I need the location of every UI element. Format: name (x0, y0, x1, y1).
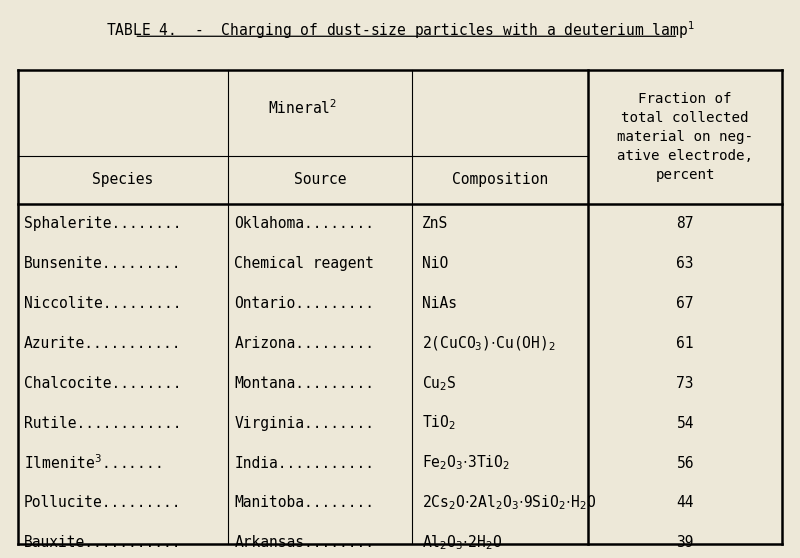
Text: Species: Species (92, 172, 154, 187)
Text: Oklahoma........: Oklahoma........ (234, 216, 374, 231)
Text: 67: 67 (677, 296, 694, 311)
Text: 39: 39 (677, 535, 694, 550)
Text: Source: Source (294, 172, 346, 187)
Text: Fe$_2$O$_3$$\cdot$3TiO$_2$: Fe$_2$O$_3$$\cdot$3TiO$_2$ (422, 454, 510, 473)
Text: TiO$_2$: TiO$_2$ (422, 413, 455, 432)
Text: TABLE 4.  -  Charging of dust-size particles with a deuterium lamp$^{1}$: TABLE 4. - Charging of dust-size particl… (106, 20, 694, 41)
Text: 63: 63 (677, 256, 694, 271)
Text: Mineral$^{2}$: Mineral$^{2}$ (268, 98, 338, 117)
Text: India...........: India........... (234, 455, 374, 470)
Text: Bauxite...........: Bauxite........... (24, 535, 182, 550)
Text: Manitoba........: Manitoba........ (234, 496, 374, 511)
Text: Cu$_2$S: Cu$_2$S (422, 374, 456, 393)
Text: Bunsenite.........: Bunsenite......... (24, 256, 182, 271)
Text: 2(CuCO$_3$)$\cdot$Cu(OH)$_2$: 2(CuCO$_3$)$\cdot$Cu(OH)$_2$ (422, 334, 555, 353)
Text: NiO: NiO (422, 256, 448, 271)
Text: Rutile............: Rutile............ (24, 416, 182, 431)
Text: 87: 87 (677, 216, 694, 231)
Text: Montana.........: Montana......... (234, 376, 374, 391)
Text: 61: 61 (677, 336, 694, 351)
Text: Niccolite.........: Niccolite......... (24, 296, 182, 311)
Text: 56: 56 (677, 455, 694, 470)
Text: Sphalerite........: Sphalerite........ (24, 216, 182, 231)
Text: Chemical reagent: Chemical reagent (234, 256, 374, 271)
Text: 44: 44 (677, 496, 694, 511)
Text: Ontario.........: Ontario......... (234, 296, 374, 311)
Text: NiAs: NiAs (422, 296, 457, 311)
Text: Fraction of
total collected
material on neg-
ative electrode,
percent: Fraction of total collected material on … (618, 92, 754, 181)
Text: Azurite...........: Azurite........... (24, 336, 182, 351)
Text: ZnS: ZnS (422, 216, 448, 231)
Text: Composition: Composition (452, 172, 548, 187)
Text: Pollucite.........: Pollucite......... (24, 496, 182, 511)
Text: 73: 73 (677, 376, 694, 391)
Text: 2Cs$_2$O$\cdot$2Al$_2$O$_3$$\cdot$9SiO$_2$$\cdot$H$_2$O: 2Cs$_2$O$\cdot$2Al$_2$O$_3$$\cdot$9SiO$_… (422, 493, 596, 512)
Text: Arkansas........: Arkansas........ (234, 535, 374, 550)
Text: Al$_2$O$_3$$\cdot$2H$_2$O: Al$_2$O$_3$$\cdot$2H$_2$O (422, 533, 502, 552)
Text: Arizona.........: Arizona......... (234, 336, 374, 351)
Text: 54: 54 (677, 416, 694, 431)
Text: Virginia........: Virginia........ (234, 416, 374, 431)
Text: Chalcocite........: Chalcocite........ (24, 376, 182, 391)
Text: Ilmenite$^3$.......: Ilmenite$^3$....... (24, 454, 162, 473)
